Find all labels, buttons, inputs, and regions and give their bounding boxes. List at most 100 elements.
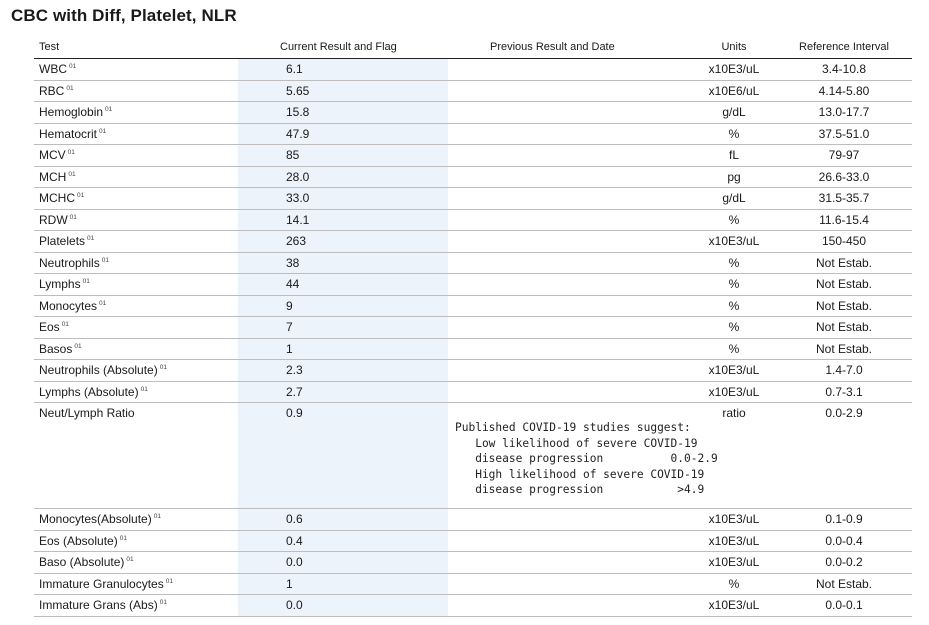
test-name: Neutrophils (Absolute)	[39, 363, 158, 377]
current-result-value: 0.4	[286, 533, 303, 548]
test-name: Baso (Absolute)	[39, 555, 125, 569]
reference-interval-cell: 0.0-0.4	[825, 533, 863, 548]
lab-flag-code: 01	[101, 256, 109, 264]
reference-interval-cell: 0.0-0.2	[825, 555, 863, 569]
current-result-cell: 33.0	[238, 188, 448, 209]
units-cell: %	[728, 341, 740, 356]
table-row: Immature Granulocytes 01 1% Not Estab.	[34, 573, 912, 595]
reference-interval-cell: Not Estab.	[815, 298, 873, 313]
table-row: RBC 01 5.65 x10E6/uL 4.14-5.80	[34, 80, 912, 102]
current-result-cell: 9	[238, 295, 448, 316]
test-name: Basos	[39, 341, 73, 356]
units-cell: %	[728, 212, 740, 227]
reference-interval-cell: 1.4-7.0	[825, 363, 863, 377]
table-row: Hemoglobin 01 15.8 g/dL 13.0-17.7	[34, 102, 912, 124]
units-cell: x10E3/uL	[708, 555, 760, 569]
table-row: Eos 01 7% Not Estab.	[34, 317, 912, 339]
table-row: RDW 01 14.1% 11.6-15.4	[34, 209, 912, 231]
reference-interval-cell: 0.0-0.1	[825, 598, 863, 612]
table-row: Lymphs 01 44% Not Estab.	[34, 274, 912, 296]
test-name: RDW	[39, 212, 68, 227]
test-name-cell: RDW 01	[39, 213, 77, 227]
units-cell: x10E6/uL	[708, 83, 760, 98]
current-result-value: 38	[286, 255, 300, 270]
report-title: CBC with Diff, Platelet, NLR	[11, 6, 237, 25]
table-row: Monocytes 01 9% Not Estab.	[34, 295, 912, 317]
current-result-cell: 1	[238, 573, 448, 594]
units-cell: ratio	[722, 406, 746, 420]
test-name-cell: Neutrophils 01	[39, 256, 109, 270]
results-table: Test Current Result and Flag Previous Re…	[34, 38, 912, 617]
lab-flag-code: 01	[68, 170, 76, 178]
lab-flag-code: 01	[66, 84, 74, 92]
reference-interval-cell: 37.5-51.0	[818, 126, 870, 141]
test-name: Eos	[39, 320, 60, 334]
current-result-cell: 0.0	[238, 552, 448, 573]
units-cell: g/dL	[722, 105, 746, 119]
reference-interval-cell: 26.6-33.0	[818, 169, 870, 184]
test-name: Hemoglobin	[39, 105, 104, 119]
test-name-cell: Lymphs (Absolute) 01	[39, 385, 148, 399]
current-result-value: 9	[286, 298, 293, 313]
lab-flag-code: 01	[99, 127, 107, 135]
current-result-value: 1	[286, 576, 293, 591]
test-name-cell: MCV 01	[39, 148, 75, 162]
current-result-cell: 44	[238, 274, 448, 295]
reference-interval-cell: 0.1-0.9	[825, 512, 863, 526]
reference-interval-cell: Not Estab.	[815, 255, 873, 270]
units-cell: %	[728, 126, 740, 141]
test-name: MCH	[39, 169, 67, 184]
reference-interval-cell: 79-97	[828, 148, 860, 162]
table-row: Neut/Lymph Ratio 0.9 Published COVID-19 st…	[34, 403, 912, 509]
table-row: Eos (Absolute) 01 0.4 x10E3/uL 0.0-0.4	[34, 530, 912, 552]
current-result-value: 6.1	[286, 62, 303, 76]
test-name-cell: Neut/Lymph Ratio	[39, 406, 135, 420]
current-result-value: 15.8	[286, 105, 310, 119]
current-result-cell: 15.8	[238, 102, 448, 123]
current-result-cell: 263	[238, 231, 448, 252]
current-result-cell: 38	[238, 252, 448, 273]
units-cell: x10E3/uL	[708, 384, 760, 399]
lab-flag-code: 01	[69, 63, 77, 70]
test-name-cell: MCH 01	[39, 170, 76, 184]
test-name: Neut/Lymph Ratio	[39, 406, 135, 420]
units-cell: x10E3/uL	[708, 598, 760, 612]
units-cell: g/dL	[722, 191, 746, 205]
table-row: Immature Grans (Abs) 01 0.0 x10E3/uL 0.0-0.1	[34, 595, 912, 617]
lab-flag-code: 01	[67, 149, 75, 156]
lab-flag-code: 01	[99, 299, 107, 307]
test-name: Lymphs	[39, 277, 81, 291]
units-cell: pg	[727, 169, 741, 184]
units-cell: x10E3/uL	[708, 512, 760, 526]
table-row: Neutrophils 01 38% Not Estab.	[34, 252, 912, 274]
reference-interval-cell: 0.0-2.9	[825, 406, 863, 420]
units-cell: %	[728, 255, 740, 270]
current-result-cell: 0.4	[238, 530, 448, 551]
table-row: Platelets 01 263 x10E3/uL 150-450	[34, 231, 912, 253]
header-current-result: Current Result and Flag	[280, 41, 397, 53]
lab-flag-code: 01	[119, 534, 127, 542]
reference-interval-cell: 13.0-17.7	[818, 105, 870, 119]
test-name-cell: WBC 01	[39, 62, 76, 76]
current-result-value: 44	[286, 277, 300, 291]
current-result-cell: 2.3	[238, 360, 448, 381]
current-result-cell: 14.1	[238, 209, 448, 230]
current-result-cell: 5.65	[238, 80, 448, 101]
header-previous-result: Previous Result and Date	[490, 41, 615, 53]
lab-flag-code: 01	[159, 599, 167, 606]
test-name-cell: Platelets 01	[39, 234, 94, 248]
test-name-cell: Baso (Absolute) 01	[39, 555, 134, 569]
units-cell: x10E3/uL	[708, 62, 760, 76]
current-result-cell: 0.9	[238, 403, 448, 508]
table-row: Neutrophils (Absolute) 01 2.3 x10E3/uL 1.4-7…	[34, 360, 912, 382]
current-result-value: 7	[286, 320, 293, 334]
current-result-cell: 47.9	[238, 123, 448, 144]
header-units: Units	[721, 41, 747, 53]
covid-interpretation-note: Published COVID-19 studies suggest: Low …	[455, 421, 718, 497]
test-name: Immature Granulocytes	[39, 576, 164, 591]
current-result-value: 0.6	[286, 512, 303, 526]
current-result-cell: 1	[238, 338, 448, 359]
table-row: Hematocrit 01 47.9% 37.5-51.0	[34, 123, 912, 145]
reference-interval-cell: Not Estab.	[815, 341, 873, 356]
test-name-cell: Immature Granulocytes 01	[39, 577, 173, 591]
